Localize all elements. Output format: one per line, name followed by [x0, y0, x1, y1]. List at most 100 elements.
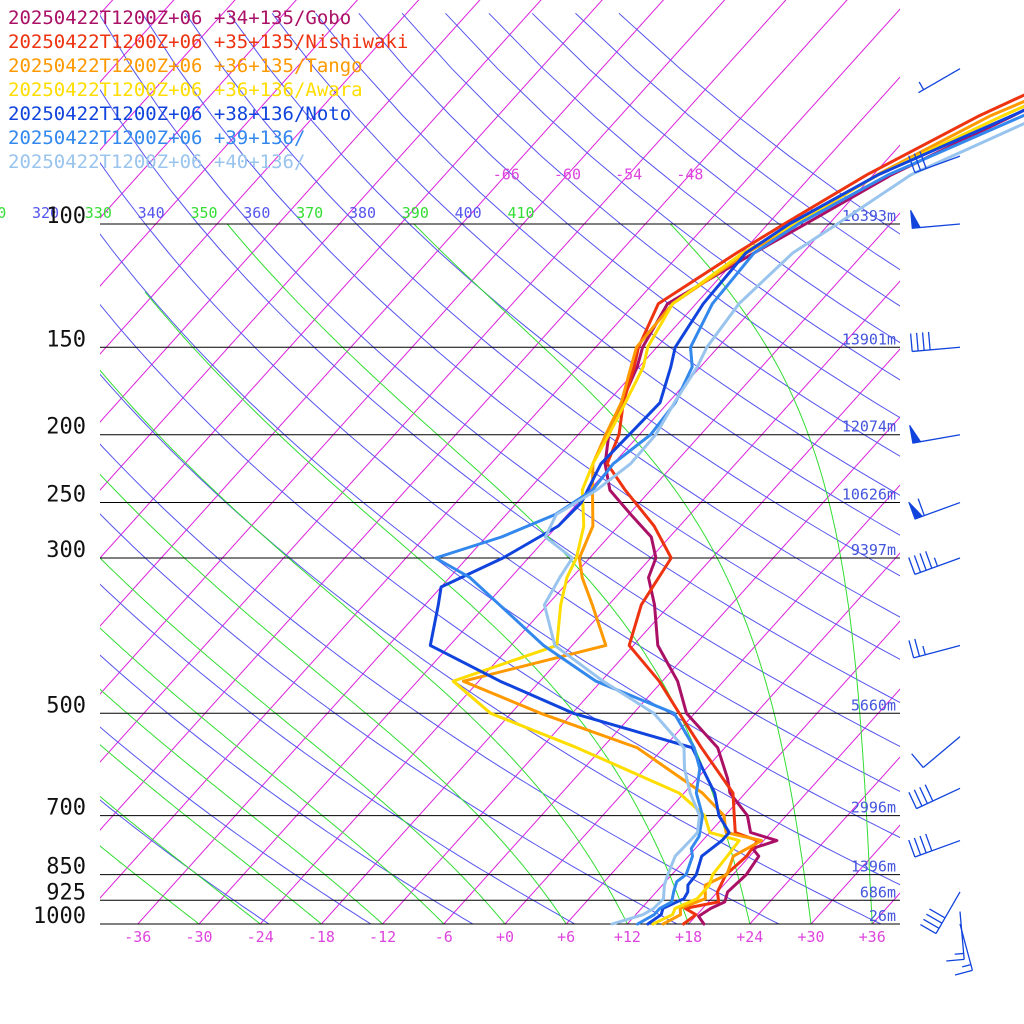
profile-line	[542, 121, 1024, 926]
isotherm-line	[100, 0, 297, 219]
theta-label: 350	[190, 204, 217, 222]
legend-entry: 20250422T1200Z+06 +34+135/Gobo	[8, 7, 351, 29]
upper-temperature-labels: -66 -60 -54 -48	[493, 166, 704, 184]
dry-adiabat-line	[185, 13, 900, 618]
height-label: 2996m	[851, 799, 896, 817]
theta-label: 330	[85, 204, 112, 222]
theta-label: 380	[349, 204, 376, 222]
temperature-tick-label: -12	[369, 928, 396, 946]
isotherm-line	[100, 0, 848, 831]
pressure-label: 150	[46, 327, 86, 352]
wind-barb	[909, 331, 961, 353]
upper-temperature-label: -60	[554, 166, 581, 184]
wind-barb	[908, 551, 961, 576]
theta-label: 310	[0, 204, 6, 222]
legend-entry: 20250422T1200Z+06 +38+136/Noto	[8, 103, 351, 125]
pressure-label: 850	[46, 855, 86, 880]
wind-barb	[908, 784, 961, 810]
pressure-label: 100	[46, 204, 86, 229]
isotherm-line	[100, 0, 236, 151]
legend-entry: 20250422T1200Z+06 +39+136/	[8, 127, 305, 149]
pressure-label: 250	[46, 483, 86, 508]
temperature-profiles	[428, 93, 1024, 926]
height-labels: 16393m13901m12074m10626m9397m5660m2996m1…	[842, 207, 896, 925]
theta-label: 410	[507, 204, 534, 222]
pressure-label: 1000	[33, 904, 86, 929]
temperature-axis-labels: -36 -30 -24 -18 -12 -6 +0 +6 +12 +18 +24 +30 +36	[124, 928, 885, 946]
dry-adiabat-line	[100, 14, 900, 703]
temperature-tick-label: +0	[496, 928, 514, 946]
isotherm-line	[100, 0, 542, 491]
isotherm-line	[100, 0, 603, 559]
theta-label: 390	[402, 204, 429, 222]
isotherm-line	[137, 76, 900, 924]
temperature-tick-label: -18	[308, 928, 335, 946]
isotherm-line	[443, 416, 900, 924]
isotherm-line	[504, 484, 900, 924]
isotherm-line	[565, 552, 900, 924]
moist-adiabat-line	[144, 291, 690, 924]
isotherm-line	[259, 212, 900, 924]
profile-line	[428, 108, 1024, 926]
legend-entry: 20250422T1200Z+06 +36+136/Awara	[8, 79, 363, 101]
temperature-tick-label: +30	[797, 928, 824, 946]
profile-line	[605, 93, 1024, 926]
isotherm-line	[100, 0, 359, 287]
dry-adiabat-line	[100, 233, 900, 839]
upper-temperature-label: -66	[493, 166, 520, 184]
isotherm-lines	[100, 0, 900, 924]
theta-label: 400	[455, 204, 482, 222]
wind-barb	[910, 210, 961, 229]
isotherm-line	[100, 0, 481, 423]
height-label: 9397m	[851, 541, 896, 559]
temperature-tick-label: -6	[435, 928, 453, 946]
wind-barb	[908, 638, 961, 659]
theta-label: 320	[32, 204, 59, 222]
theta-label: 370	[296, 204, 323, 222]
theta-label: 360	[243, 204, 270, 222]
legend: 20250422T1200Z+06 +34+135/Gobo20250422T1…	[8, 7, 408, 173]
dry-adiabat-line	[100, 583, 576, 924]
dry-adiabat-line	[100, 88, 900, 747]
pressure-label: 700	[46, 796, 86, 821]
temperature-tick-label: +6	[557, 928, 575, 946]
isotherm-line	[198, 144, 900, 924]
pressure-label: 300	[46, 538, 86, 563]
pressure-label: 200	[46, 415, 86, 440]
upper-temperature-label: -54	[615, 166, 642, 184]
dry-adiabat-line	[315, 12, 900, 496]
dry-adiabat-line	[141, 13, 900, 660]
isotherm-line	[626, 620, 900, 924]
temperature-tick-label: -36	[124, 928, 151, 946]
moist-adiabat-line	[100, 845, 200, 924]
legend-entry: 20250422T1200Z+06 +35+135/Nishiwaki	[8, 31, 408, 53]
dry-adiabat-line	[100, 726, 372, 924]
pressure-label: 500	[46, 693, 86, 718]
profile-line	[434, 113, 1024, 926]
moist-adiabat-line	[100, 627, 445, 924]
temperature-tick-label: -30	[185, 928, 212, 946]
dry-adiabat-line	[100, 161, 900, 792]
dry-adiabat-line	[100, 443, 780, 924]
theta-labels: 310 320 330 340 350 360 370 380 390 400 410	[0, 204, 535, 222]
height-label: 13901m	[842, 330, 896, 348]
moist-adiabat-line	[100, 744, 322, 924]
isotherm-line	[749, 756, 900, 924]
isotherm-line	[100, 0, 726, 695]
height-label: 26m	[869, 907, 896, 925]
dry-adiabat-line	[100, 513, 678, 924]
height-label: 1396m	[851, 858, 896, 876]
moist-adiabat-line	[100, 473, 567, 924]
wind-barb	[908, 151, 961, 174]
moist-adiabat-line	[100, 688, 383, 924]
isotherm-line	[100, 0, 420, 355]
height-label: 10626m	[842, 486, 896, 504]
wind-barb	[920, 891, 961, 935]
temperature-tick-label: +18	[675, 928, 702, 946]
moist-adiabat-line	[100, 795, 261, 924]
wind-barbs	[908, 68, 974, 976]
isotherm-line	[100, 8, 900, 899]
wind-barb	[946, 911, 965, 962]
isotherm-line	[381, 348, 900, 924]
